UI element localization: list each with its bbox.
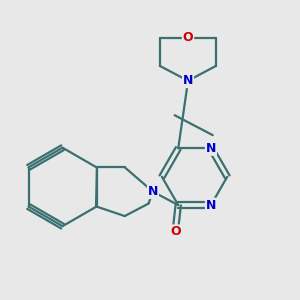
Text: N: N <box>148 185 158 198</box>
Text: N: N <box>183 74 193 87</box>
Text: O: O <box>170 225 181 238</box>
Text: O: O <box>183 32 194 44</box>
Text: N: N <box>206 142 216 155</box>
Text: N: N <box>206 199 216 212</box>
